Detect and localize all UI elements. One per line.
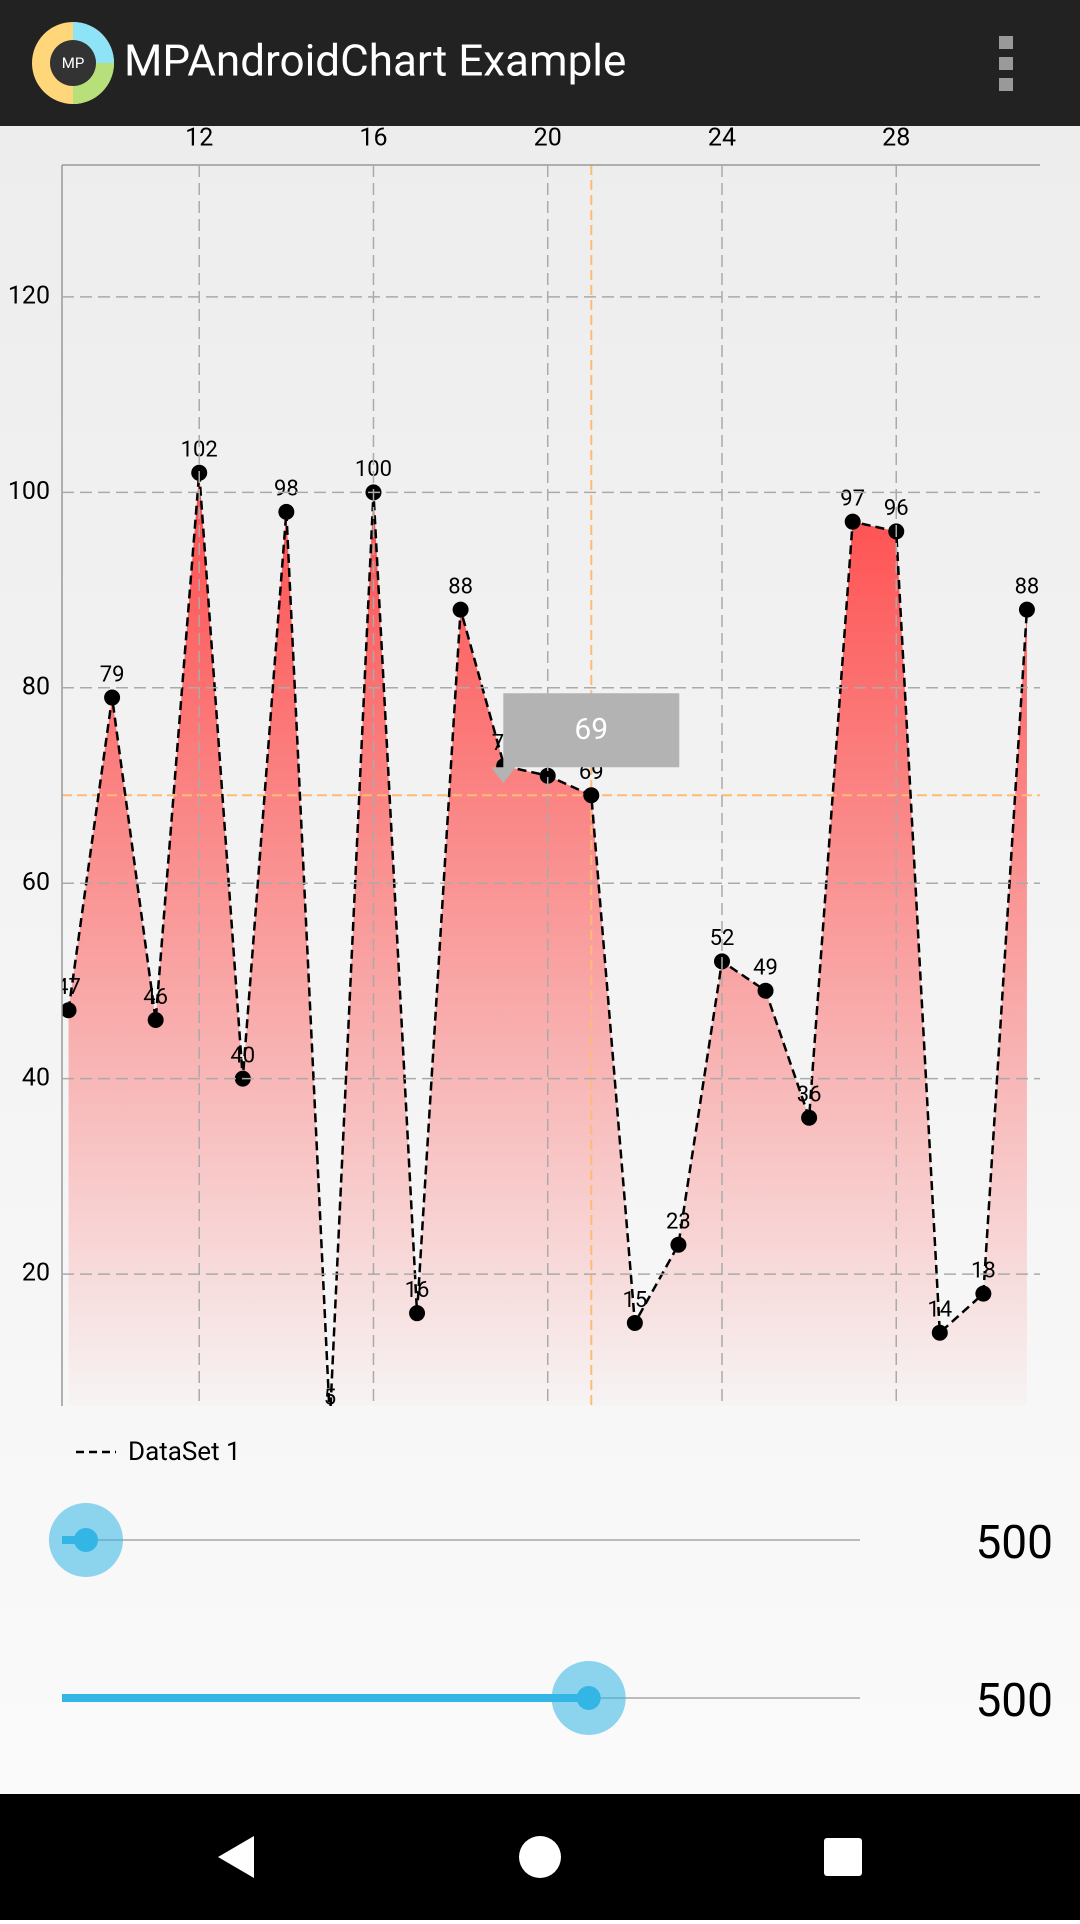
slider-value: 500 [975, 1516, 1053, 1570]
point [278, 503, 295, 520]
x-tick-label: 20 [534, 124, 562, 153]
nav-home[interactable] [519, 1836, 561, 1878]
nav-recents[interactable] [824, 1838, 862, 1876]
x-tick-label: 28 [882, 124, 910, 153]
value-label: 97 [840, 486, 865, 511]
point [62, 1002, 77, 1019]
value-label: 98 [274, 477, 299, 502]
tooltip-box [491, 693, 680, 784]
overflow-menu[interactable] [999, 36, 1013, 91]
value-label: 47 [56, 975, 81, 1000]
legend-label: DataSet 1 [128, 1437, 241, 1467]
value-label: 49 [753, 956, 778, 981]
value-label: 18 [971, 1258, 996, 1283]
point [931, 1324, 948, 1341]
value-label: 16 [405, 1278, 430, 1303]
app-icon-center [50, 40, 96, 86]
value-label: 36 [797, 1083, 822, 1108]
slider-thumb[interactable] [73, 1528, 98, 1552]
slider-value: 500 [975, 1674, 1053, 1728]
value-label: 5 [324, 1385, 336, 1410]
point [801, 1109, 818, 1126]
point [1018, 601, 1035, 618]
x-tick-label: 24 [708, 124, 736, 153]
y-tick-label: 20 [22, 1259, 50, 1288]
tooltip-text: 69 [574, 712, 608, 747]
tooltip: 69 [491, 693, 680, 784]
point [626, 1314, 643, 1331]
value-label: 88 [448, 574, 473, 599]
app-title: MPAndroidChart Example [124, 35, 626, 87]
point [670, 1236, 687, 1253]
point [583, 787, 600, 804]
value-label: 40 [230, 1043, 255, 1068]
value-label: 46 [143, 985, 168, 1010]
value-label: 88 [1015, 574, 1040, 599]
app-icon-text: MP [62, 54, 85, 72]
nav-back[interactable] [218, 1836, 254, 1878]
y-tick-label: 80 [22, 672, 50, 701]
point [757, 982, 774, 999]
value-label: 15 [622, 1288, 647, 1313]
point [409, 1305, 426, 1322]
y-tick-label: 60 [22, 868, 50, 897]
point [844, 513, 861, 530]
point [539, 767, 556, 784]
value-label: 23 [666, 1210, 691, 1235]
value-label: 14 [927, 1298, 952, 1323]
value-label: 79 [100, 662, 125, 687]
app-bar [0, 0, 1080, 126]
point [104, 689, 121, 706]
point [147, 1012, 164, 1029]
point [452, 601, 469, 618]
x-tick-label: 16 [359, 124, 387, 153]
point [975, 1285, 992, 1302]
y-tick-label: 40 [22, 1063, 50, 1092]
x-tick-label: 12 [185, 124, 213, 153]
y-tick-label: 120 [8, 282, 50, 311]
slider-thumb[interactable] [576, 1686, 601, 1710]
y-tick-label: 100 [8, 477, 50, 506]
